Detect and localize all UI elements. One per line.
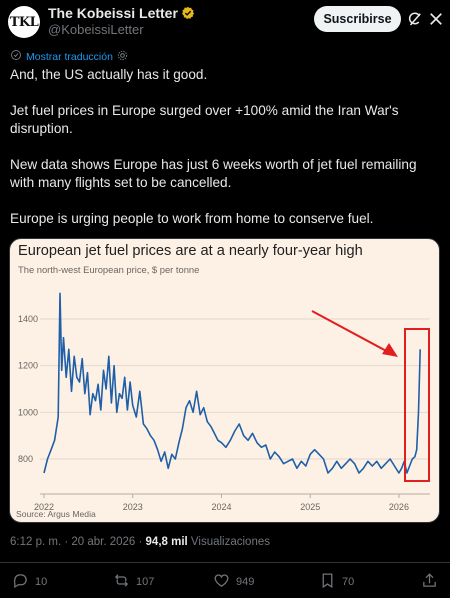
tweet-text: And, the US actually has it good. Jet fu…	[10, 66, 442, 228]
x-tick-label: 2023	[123, 502, 143, 512]
y-tick-label: 1000	[18, 407, 38, 417]
divider	[0, 562, 450, 563]
y-tick-label: 800	[18, 454, 33, 464]
translation-settings-icon[interactable]	[117, 50, 128, 64]
tweet-timestamp[interactable]: 6:12 p. m. · 20 abr. 2026 ·	[10, 536, 146, 548]
tweet-paragraph: Europe is urging people to work from hom…	[10, 211, 374, 226]
tweet-header: TKL The Kobeissi Letter @KobeissiLetter …	[0, 0, 450, 40]
chart-image-card[interactable]: European jet fuel prices are at a nearly…	[9, 238, 440, 523]
like-count: 949	[236, 576, 255, 588]
repost-count: 107	[136, 576, 155, 588]
price-series-line	[43, 292, 421, 474]
tweet-paragraph: And, the US actually has it good.	[10, 67, 208, 82]
author-display-name[interactable]: The Kobeissi Letter	[48, 5, 178, 21]
repost-button[interactable]: 107	[113, 572, 154, 592]
tweet-paragraph: Jet fuel prices in Europe surged over +1…	[10, 103, 399, 136]
reply-button[interactable]: 10	[12, 572, 47, 592]
annotation-arrow-line	[311, 310, 391, 354]
x-tick-label: 2025	[300, 502, 320, 512]
tweet-paragraph: New data shows Europe has just 6 weeks w…	[10, 157, 417, 190]
author-handle[interactable]: @KobeissiLetter	[48, 22, 144, 37]
bookmark-button[interactable]: 70	[319, 572, 354, 592]
annotation-arrow-head	[382, 343, 398, 357]
reply-count: 10	[35, 576, 48, 588]
bookmark-count: 70	[342, 576, 355, 588]
verified-badge-icon	[181, 6, 195, 20]
avatar[interactable]: TKL	[8, 6, 40, 38]
x-tick-label: 2022	[34, 502, 54, 512]
bookmark-icon	[319, 572, 336, 592]
grok-icon[interactable]	[406, 10, 424, 28]
author-display-name-row[interactable]: The Kobeissi Letter	[48, 5, 195, 21]
show-translation-link[interactable]: Mostrar traducción	[26, 50, 113, 63]
chart-title: European jet fuel prices are at a nearly…	[18, 243, 363, 259]
views-label: Visualizaciones	[187, 536, 270, 548]
views-count: 94,8 mil	[145, 536, 188, 548]
repost-icon	[113, 572, 130, 592]
tweet-meta: 6:12 p. m. · 20 abr. 2026 · 94,8 mil Vis…	[10, 536, 270, 548]
like-button[interactable]: 949	[213, 572, 254, 592]
reply-icon	[12, 572, 29, 592]
jet-fuel-price-chart: 800 1000 1200 1400 2022 2023 2024 2025 2026	[18, 292, 430, 512]
y-tick-label: 1400	[18, 314, 38, 324]
chart-source: Source: Argus Media	[16, 509, 96, 519]
share-button[interactable]	[421, 572, 438, 592]
share-icon	[421, 572, 438, 592]
heart-icon	[213, 572, 230, 592]
x-tick-label: 2026	[389, 502, 409, 512]
more-options-icon[interactable]	[427, 10, 445, 28]
y-tick-label: 1200	[18, 361, 38, 371]
tweet-actions: 10 107 949 70	[0, 572, 450, 594]
subscribe-button[interactable]: Suscribirse	[314, 6, 401, 32]
translate-icon	[10, 49, 22, 64]
x-tick-label: 2024	[211, 502, 231, 512]
translate-row: Mostrar traducción	[10, 49, 128, 64]
highlight-box	[404, 328, 430, 482]
author-names: The Kobeissi Letter @KobeissiLetter	[48, 5, 195, 37]
chart-subtitle: The north-west European price, $ per ton…	[18, 264, 200, 275]
